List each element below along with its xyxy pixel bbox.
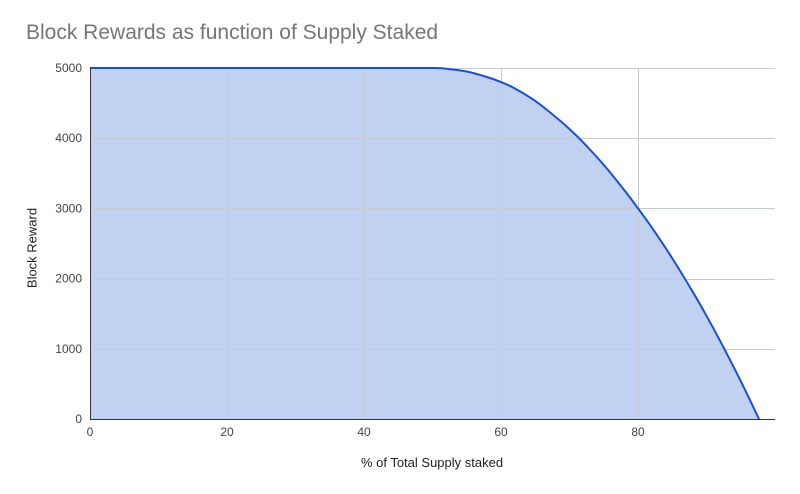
y-tick-label: 5000 [55,61,82,75]
y-tick-label: 4000 [55,131,82,145]
axes [90,68,775,420]
line-layer [90,66,761,420]
y-axis-label: Block Reward [24,207,40,289]
chart-title: Block Rewards as function of Supply Stak… [26,21,439,44]
x-axis-label: % of Total Supply staked [360,455,504,470]
x-tick-label: 40 [357,425,371,439]
series-area-fill [90,67,775,420]
x-tick-label: 0 [87,425,94,439]
x-tick-label: 60 [494,425,508,439]
x-tick-label: 80 [631,425,645,439]
y-tick-labels: 0 1000 2000 3000 4000 5000 [55,61,82,426]
series-line [90,66,761,420]
y-tick-label: 1000 [55,342,82,356]
x-tick-label: 20 [220,425,234,439]
x-tick-labels: 0 20 40 60 80 [87,425,645,439]
y-tick-label: 3000 [55,201,82,215]
area-layer [90,67,775,420]
y-tick-label: 2000 [55,272,82,286]
y-tick-label: 0 [75,412,82,426]
